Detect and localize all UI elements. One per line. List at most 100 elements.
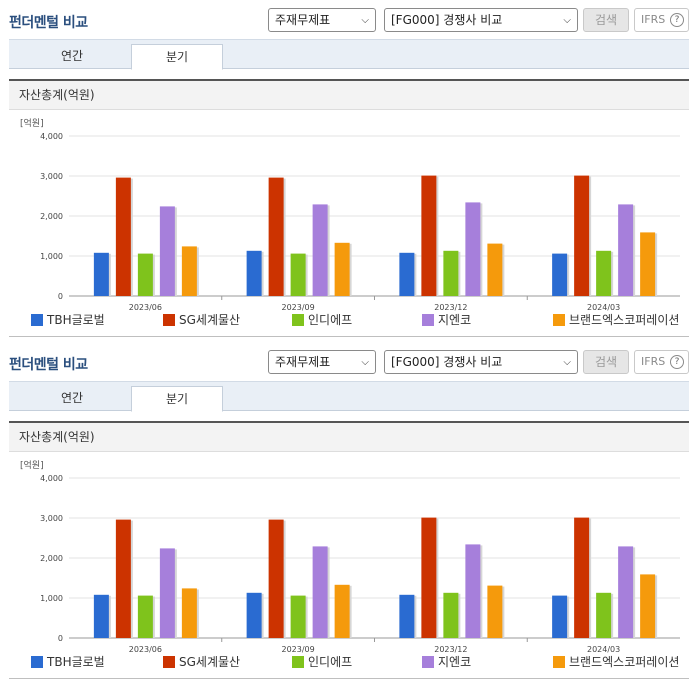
- legend-item[interactable]: 브랜드엑스코퍼레이션: [553, 312, 679, 328]
- bar[interactable]: [552, 595, 568, 638]
- legend-item[interactable]: TBH글로벌: [31, 312, 105, 328]
- bar[interactable]: [618, 546, 634, 638]
- statement-type-select[interactable]: 주재무제표 ⌵: [268, 8, 376, 32]
- bar[interactable]: [137, 595, 153, 638]
- legend-swatch: [422, 314, 434, 326]
- bar[interactable]: [312, 546, 328, 638]
- bar[interactable]: [465, 202, 481, 296]
- help-icon[interactable]: ?: [670, 13, 684, 27]
- compare-group-value: [FG000] 경쟁사 비교: [391, 355, 503, 369]
- y-tick-label: 4,000: [40, 474, 63, 483]
- legend-swatch: [163, 314, 175, 326]
- bar[interactable]: [574, 517, 590, 638]
- legend-label: 브랜드엑스코퍼레이션: [569, 655, 680, 669]
- y-tick-label: 3,000: [40, 514, 63, 523]
- legend-label: 인디에프: [308, 313, 353, 327]
- legend-item[interactable]: 인디에프: [292, 312, 352, 328]
- legend-swatch: [31, 656, 43, 668]
- legend-swatch: [553, 314, 565, 326]
- bar[interactable]: [421, 175, 437, 296]
- bar[interactable]: [487, 585, 503, 638]
- bar[interactable]: [421, 517, 437, 638]
- bar[interactable]: [443, 250, 459, 296]
- legend-swatch: [292, 656, 304, 668]
- ifrs-label: IFRS: [641, 355, 666, 368]
- compare-group-select[interactable]: [FG000] 경쟁사 비교 ⌵: [384, 350, 578, 374]
- bar[interactable]: [115, 177, 131, 296]
- bar[interactable]: [290, 253, 306, 296]
- bar[interactable]: [93, 252, 109, 296]
- legend-swatch: [553, 656, 565, 668]
- period-tabs: 연간 분기: [9, 39, 689, 70]
- x-tick-label: 2023/09: [282, 645, 315, 654]
- bar[interactable]: [181, 246, 197, 296]
- bar[interactable]: [399, 252, 415, 296]
- fundamental-compare-panel: 펀더멘털 비교 주재무제표 ⌵ [FG000] 경쟁사 비교 ⌵ 검색 IFRS…: [0, 8, 696, 342]
- bar[interactable]: [268, 177, 284, 296]
- compare-group-select[interactable]: [FG000] 경쟁사 비교 ⌵: [384, 8, 578, 32]
- bar[interactable]: [181, 588, 197, 638]
- chart-legend: TBH글로벌 SG세계물산 인디에프 지엔코 브랜드엑스코퍼레이션: [31, 312, 691, 328]
- bar[interactable]: [399, 594, 415, 638]
- tab-annual[interactable]: 연간: [60, 391, 84, 405]
- statement-type-select[interactable]: 주재무제표 ⌵: [268, 350, 376, 374]
- bar[interactable]: [596, 592, 612, 638]
- bar[interactable]: [443, 592, 459, 638]
- x-tick-label: 2023/06: [129, 303, 162, 312]
- bar[interactable]: [465, 544, 481, 638]
- y-tick-label: 0: [58, 634, 63, 643]
- ifrs-label: IFRS: [641, 13, 666, 26]
- legend-item[interactable]: SG세계물산: [163, 312, 240, 328]
- section-title: 자산총계(억원): [9, 79, 689, 110]
- help-icon[interactable]: ?: [670, 355, 684, 369]
- bar-chart-svg: 0 1,000 2,000 3,000 4,000 2023/06 2023/09 2023/…: [40, 132, 680, 312]
- ifrs-button[interactable]: IFRS ?: [634, 8, 689, 32]
- divider: [9, 336, 689, 337]
- tab-annual[interactable]: 연간: [60, 49, 84, 63]
- bar[interactable]: [334, 242, 350, 296]
- bar[interactable]: [640, 232, 656, 296]
- bar[interactable]: [618, 204, 634, 296]
- bar[interactable]: [268, 519, 284, 638]
- legend-label: TBH글로벌: [47, 313, 105, 327]
- legend-label: 지엔코: [438, 313, 472, 327]
- search-button[interactable]: 검색: [583, 350, 629, 374]
- y-tick-label: 0: [58, 292, 63, 301]
- legend-item[interactable]: SG세계물산: [163, 654, 240, 670]
- legend-swatch: [31, 314, 43, 326]
- legend-swatch: [163, 656, 175, 668]
- bar[interactable]: [312, 204, 328, 296]
- bar[interactable]: [552, 253, 568, 296]
- bar[interactable]: [159, 548, 175, 638]
- chevron-down-icon: ⌵: [361, 15, 369, 26]
- tab-quarterly[interactable]: 분기: [131, 386, 223, 412]
- y-tick-label: 3,000: [40, 172, 63, 181]
- legend-item[interactable]: 지엔코: [422, 654, 471, 670]
- ifrs-button[interactable]: IFRS ?: [634, 350, 689, 374]
- bar[interactable]: [290, 595, 306, 638]
- tab-quarterly[interactable]: 분기: [131, 44, 223, 70]
- bar[interactable]: [487, 243, 503, 296]
- fundamental-compare-panel: 펀더멘털 비교 주재무제표 ⌵ [FG000] 경쟁사 비교 ⌵ 검색 IFRS…: [0, 342, 696, 684]
- bar[interactable]: [137, 253, 153, 296]
- legend-item[interactable]: TBH글로벌: [31, 654, 105, 670]
- bar[interactable]: [115, 519, 131, 638]
- legend-item[interactable]: 지엔코: [422, 312, 471, 328]
- bar[interactable]: [159, 206, 175, 296]
- legend-item[interactable]: 브랜드엑스코퍼레이션: [553, 654, 679, 670]
- y-tick-label: 1,000: [40, 594, 63, 603]
- total-assets-chart: 0 1,000 2,000 3,000 4,000 2023/06 2023/09 2023/…: [0, 112, 696, 342]
- bar[interactable]: [334, 584, 350, 638]
- bar[interactable]: [574, 175, 590, 296]
- bar[interactable]: [640, 574, 656, 638]
- bar[interactable]: [246, 592, 262, 638]
- bar[interactable]: [596, 250, 612, 296]
- page-title: 펀더멘털 비교: [9, 15, 88, 31]
- y-tick-label: 2,000: [40, 212, 63, 221]
- section-title: 자산총계(억원): [9, 421, 689, 452]
- legend-item[interactable]: 인디에프: [292, 654, 352, 670]
- search-button[interactable]: 검색: [583, 8, 629, 32]
- bar[interactable]: [246, 250, 262, 296]
- x-tick-label: 2023/06: [129, 645, 162, 654]
- bar[interactable]: [93, 594, 109, 638]
